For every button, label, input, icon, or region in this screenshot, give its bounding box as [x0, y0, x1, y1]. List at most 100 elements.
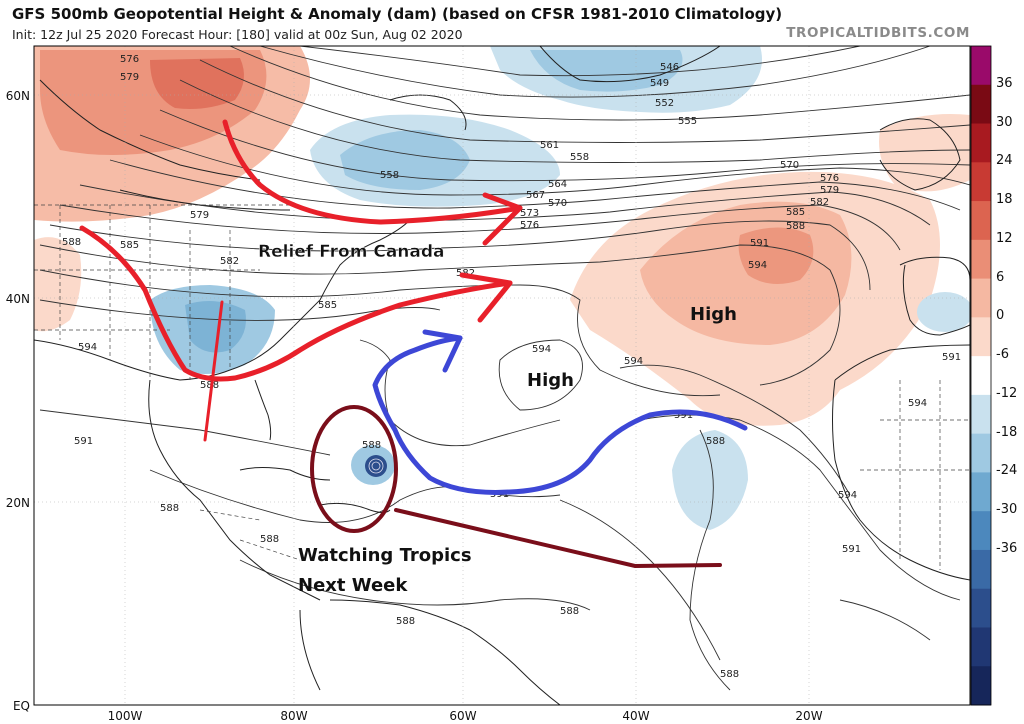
colorbar-swatch [971, 549, 991, 590]
map-title: GFS 500mb Geopotential Height & Anomaly … [12, 5, 783, 23]
colorbar-tick-label: -30 [996, 502, 1018, 518]
contour-label: 588 [200, 380, 219, 391]
colorbar-tick-label: -36 [996, 540, 1018, 556]
colorbar-frame [970, 45, 992, 706]
lon-label-80w: 80W [280, 709, 307, 723]
colorbar-tick-label: 36 [996, 75, 1013, 91]
contour-label: 555 [678, 116, 697, 127]
colorbar-swatch [971, 394, 991, 435]
colorbar-tick-label: -12 [996, 385, 1018, 401]
annotation-tropics-line2: Next Week [298, 575, 408, 596]
contour-label: 594 [78, 342, 97, 353]
colorbar-swatch [971, 239, 991, 280]
contour-label: 588 [720, 669, 739, 680]
contour-label: 588 [706, 436, 725, 447]
contour-label: 576 [820, 173, 839, 184]
contour-label: 561 [540, 140, 559, 151]
tropics-highlight [310, 405, 722, 569]
red-arrow-north [222, 119, 523, 225]
cold-anomaly-east-atlantic [672, 430, 748, 530]
colorbar-tick-label: 12 [996, 230, 1013, 246]
colorbar-swatch [971, 433, 991, 473]
contour-label: 558 [380, 170, 399, 181]
red-arrow-stem [203, 300, 224, 442]
red-arrow-trough [79, 225, 513, 382]
contour-label: 579 [820, 185, 839, 196]
colorbar-tick-label: -24 [996, 463, 1018, 479]
contour-label: 570 [548, 198, 567, 209]
contour-label: 588 [560, 606, 579, 617]
colorbar-swatch [971, 588, 991, 628]
colorbar-swatch [971, 511, 991, 551]
colorbar-swatch [971, 162, 991, 202]
cold-anomaly-labrador-core [340, 130, 470, 190]
colorbar-tick-label: 24 [996, 153, 1013, 169]
contour-label: 594 [532, 344, 551, 355]
contour-labels: 576 579 558 561 564 567 570 573 576 546 … [62, 54, 961, 680]
coastlines [34, 46, 970, 705]
colorbar-swatch [971, 627, 991, 667]
contour-label: 579 [120, 72, 139, 83]
contour-label: 588 [786, 221, 805, 232]
contour-label: 585 [786, 207, 805, 218]
contour-label: 558 [570, 152, 589, 163]
contour-label: 594 [624, 356, 643, 367]
annotation-high-center: High [527, 370, 574, 391]
colorbar-swatch [971, 201, 991, 241]
contour-label: 591 [750, 238, 769, 249]
colorbar-swatch [971, 84, 991, 125]
warm-anomaly-nw-coast [34, 237, 82, 332]
annotation-high-east: High [690, 304, 737, 325]
warm-anomaly-canada-center [150, 58, 244, 109]
colorbar-tick-label: 6 [996, 269, 1005, 285]
contour-label: 585 [120, 240, 139, 251]
colorbar [970, 45, 992, 706]
graticule [34, 46, 970, 705]
contour-label: 591 [842, 544, 861, 555]
contour-label: 588 [62, 237, 81, 248]
red-arrowhead-trough [459, 272, 513, 323]
contour-label: 591 [674, 410, 693, 421]
red-jet-arrows [79, 119, 523, 442]
colorbar-swatch [971, 278, 991, 318]
map-frame [33, 45, 971, 706]
contour-label: 591 [942, 352, 961, 363]
contour-label: 564 [548, 179, 567, 190]
colorbar-swatch [971, 356, 991, 396]
contour-label: 570 [780, 160, 799, 171]
contour-label: 573 [520, 208, 539, 219]
annotation-texts: Relief From Canada High High Watching Tr… [258, 242, 737, 596]
colorbar-swatch [971, 46, 991, 86]
blue-steering-arrow [372, 329, 748, 495]
cold-anomaly-iberia [917, 292, 970, 332]
contour-label: 567 [526, 190, 545, 201]
contour-label: 582 [810, 197, 829, 208]
lat-label-60n: 60N [6, 89, 30, 103]
contour-label: 588 [160, 503, 179, 514]
colorbar-swatch [971, 666, 991, 706]
brand-watermark: TROPICALTIDBITS.COM [786, 25, 970, 41]
contour-label: 576 [520, 220, 539, 231]
lon-label-20w: 20W [795, 709, 822, 723]
height-contours [39, 46, 970, 691]
political-boundaries [34, 204, 970, 570]
colorbar-tick-label: -6 [996, 347, 1009, 363]
lon-label-100w: 100W [108, 709, 143, 723]
contour-label: 594 [838, 490, 857, 501]
contour-label: 582 [220, 256, 239, 267]
contour-label: 588 [362, 440, 381, 451]
colorbar-swatch [971, 123, 991, 163]
latitude-labels: 60N 40N 20N EQ [6, 89, 30, 713]
map-subtitle: Init: 12z Jul 25 2020 Forecast Hour: [18… [12, 27, 463, 42]
colorbar-swatch [971, 472, 991, 512]
colorbar-swatch [971, 317, 991, 357]
lon-label-40w: 40W [622, 709, 649, 723]
lat-label-40n: 40N [6, 292, 30, 306]
storm-center-icon [365, 455, 387, 477]
warm-anomaly-atlantic-center [738, 227, 814, 284]
colorbar-tick-label: 0 [996, 308, 1005, 324]
contour-label: 585 [318, 300, 337, 311]
contour-label: 579 [190, 210, 209, 221]
lon-label-60w: 60W [449, 709, 476, 723]
